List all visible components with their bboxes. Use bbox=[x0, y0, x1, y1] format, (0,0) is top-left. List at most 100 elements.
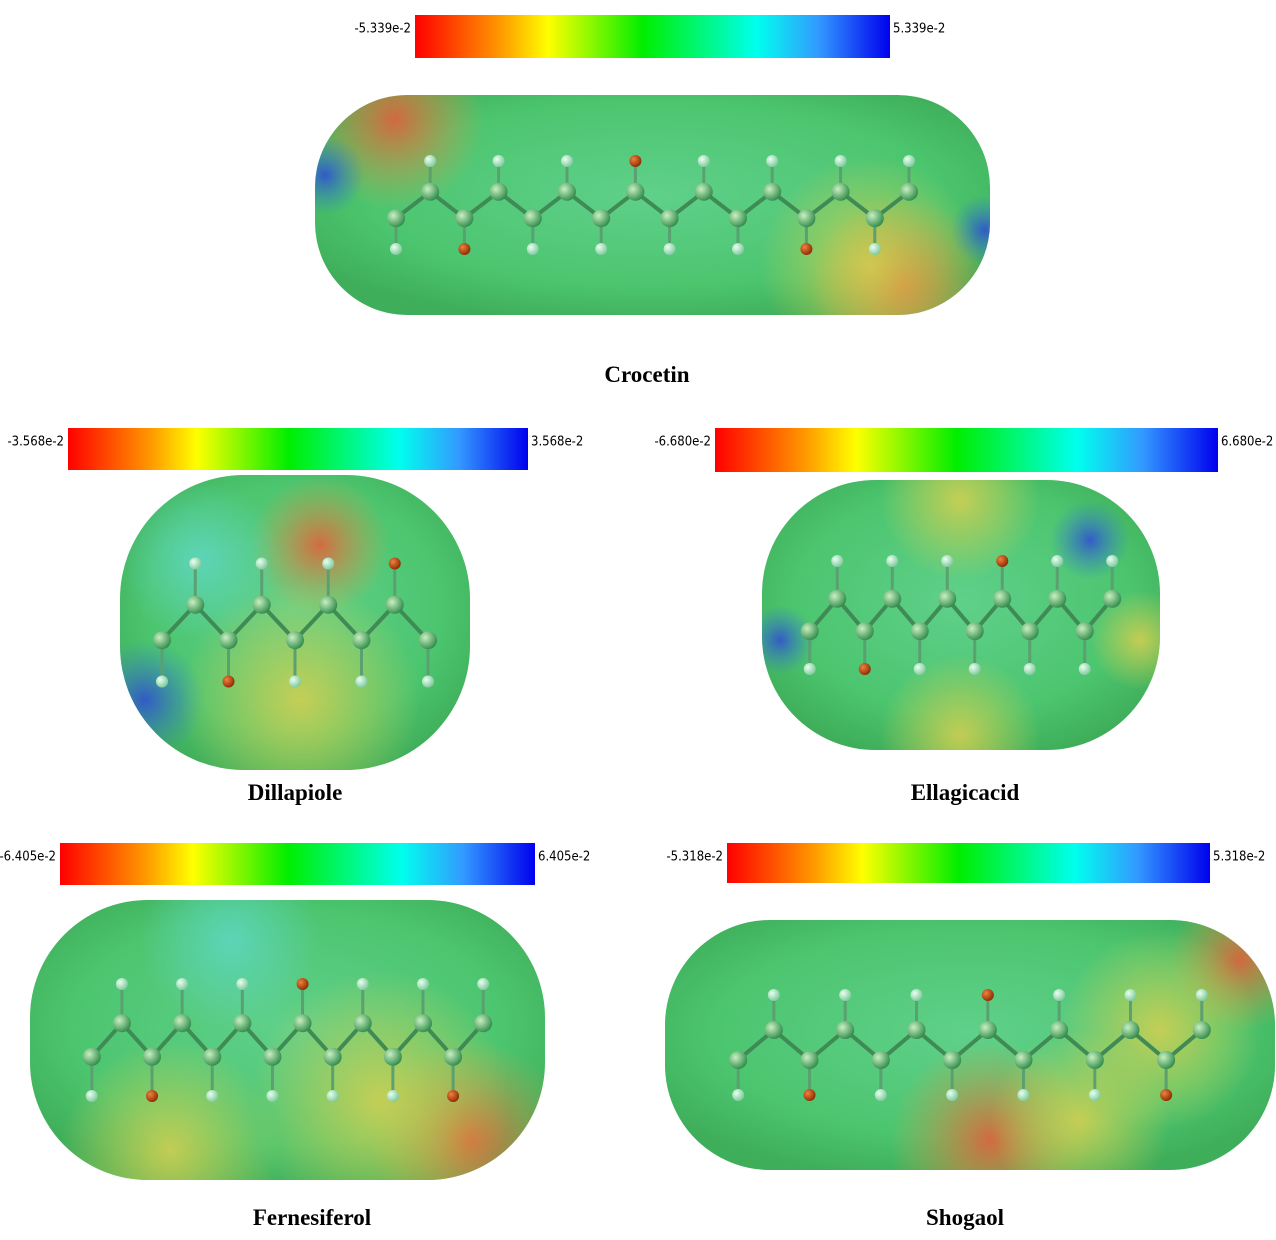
panel: -6.680e-2 6.680e-2 Ellagicacid bbox=[654, 420, 1273, 815]
atom bbox=[698, 155, 710, 167]
atom bbox=[297, 978, 309, 990]
atom bbox=[424, 155, 436, 167]
atom bbox=[253, 596, 271, 614]
atom bbox=[1103, 590, 1121, 608]
atom bbox=[839, 989, 851, 1001]
figure: -5.339e-25.339e-2Crocetin-3.568e-23.568e… bbox=[0, 0, 1276, 1240]
atom bbox=[832, 183, 850, 201]
color-scale-bar bbox=[60, 843, 535, 885]
atom bbox=[156, 676, 168, 688]
potential-surface bbox=[745, 420, 1190, 815]
atom bbox=[872, 1051, 890, 1069]
atom bbox=[1053, 989, 1065, 1001]
atom bbox=[389, 558, 401, 570]
atom bbox=[289, 676, 301, 688]
potential-surface bbox=[665, 890, 1276, 1240]
atom bbox=[664, 243, 676, 255]
atom bbox=[322, 558, 334, 570]
atom bbox=[390, 243, 402, 255]
atom bbox=[729, 1051, 747, 1069]
atom bbox=[982, 989, 994, 1001]
atom bbox=[732, 243, 744, 255]
atom bbox=[220, 631, 238, 649]
color-scale-bar bbox=[715, 428, 1218, 472]
color-scale-bar bbox=[727, 843, 1210, 883]
panel: -3.568e-23.568e-2Dillapiole bbox=[7, 428, 583, 820]
atom bbox=[831, 555, 843, 567]
scale-min-label: -6.680e-2 bbox=[654, 435, 711, 450]
atom bbox=[558, 183, 576, 201]
atom bbox=[629, 155, 641, 167]
atom bbox=[319, 596, 337, 614]
molecule-name: Fernesiferol bbox=[253, 1205, 371, 1230]
atom bbox=[1050, 1021, 1068, 1039]
atom bbox=[1021, 622, 1039, 640]
atom bbox=[1157, 1051, 1175, 1069]
atom bbox=[1024, 663, 1036, 675]
atom bbox=[294, 1014, 312, 1032]
atom bbox=[1079, 663, 1091, 675]
atom bbox=[835, 155, 847, 167]
atom bbox=[263, 1048, 281, 1066]
atom bbox=[417, 978, 429, 990]
atom bbox=[356, 676, 368, 688]
atom bbox=[256, 558, 268, 570]
atom bbox=[455, 209, 473, 227]
atom bbox=[414, 1014, 432, 1032]
atom bbox=[765, 1021, 783, 1039]
atom bbox=[661, 209, 679, 227]
atom bbox=[1124, 989, 1136, 1001]
atom bbox=[477, 978, 489, 990]
atom bbox=[186, 596, 204, 614]
atom bbox=[1089, 1089, 1101, 1101]
atom bbox=[561, 155, 573, 167]
atom bbox=[626, 183, 644, 201]
atom bbox=[797, 209, 815, 227]
potential-surface bbox=[85, 475, 470, 820]
atom bbox=[1086, 1051, 1104, 1069]
scale-max-label: 6.680e-2 bbox=[1221, 435, 1273, 450]
color-scale-bar bbox=[415, 15, 890, 58]
atom bbox=[875, 1089, 887, 1101]
atom bbox=[911, 622, 929, 640]
atom bbox=[966, 622, 984, 640]
atom bbox=[804, 663, 816, 675]
scale-min-label: -5.318e-2 bbox=[666, 850, 723, 865]
surface-region bbox=[250, 970, 510, 1230]
atom bbox=[113, 1014, 131, 1032]
atom bbox=[1048, 590, 1066, 608]
atom bbox=[447, 1090, 459, 1102]
atom bbox=[327, 1090, 339, 1102]
atom bbox=[223, 676, 235, 688]
atom bbox=[859, 663, 871, 675]
atom bbox=[474, 1014, 492, 1032]
atom bbox=[324, 1048, 342, 1066]
atom bbox=[421, 183, 439, 201]
atom bbox=[354, 1014, 372, 1032]
atom bbox=[86, 1090, 98, 1102]
molecule-name: Shogaol bbox=[926, 1205, 1004, 1230]
atom bbox=[1017, 1089, 1029, 1101]
atom bbox=[266, 1090, 278, 1102]
atom bbox=[768, 989, 780, 1001]
atom bbox=[444, 1048, 462, 1066]
atom bbox=[236, 978, 248, 990]
atom bbox=[801, 1051, 819, 1069]
atom bbox=[176, 978, 188, 990]
atom bbox=[143, 1048, 161, 1066]
atom bbox=[914, 663, 926, 675]
atom bbox=[946, 1089, 958, 1101]
atom bbox=[493, 155, 505, 167]
atom bbox=[836, 1021, 854, 1039]
atom bbox=[146, 1090, 158, 1102]
atom bbox=[153, 631, 171, 649]
atom bbox=[996, 555, 1008, 567]
atom bbox=[1106, 555, 1118, 567]
surface-region bbox=[1050, 500, 1130, 580]
molecule-name: Ellagicacid bbox=[911, 780, 1020, 805]
atom bbox=[828, 590, 846, 608]
atom bbox=[116, 978, 128, 990]
atom bbox=[1193, 1021, 1211, 1039]
